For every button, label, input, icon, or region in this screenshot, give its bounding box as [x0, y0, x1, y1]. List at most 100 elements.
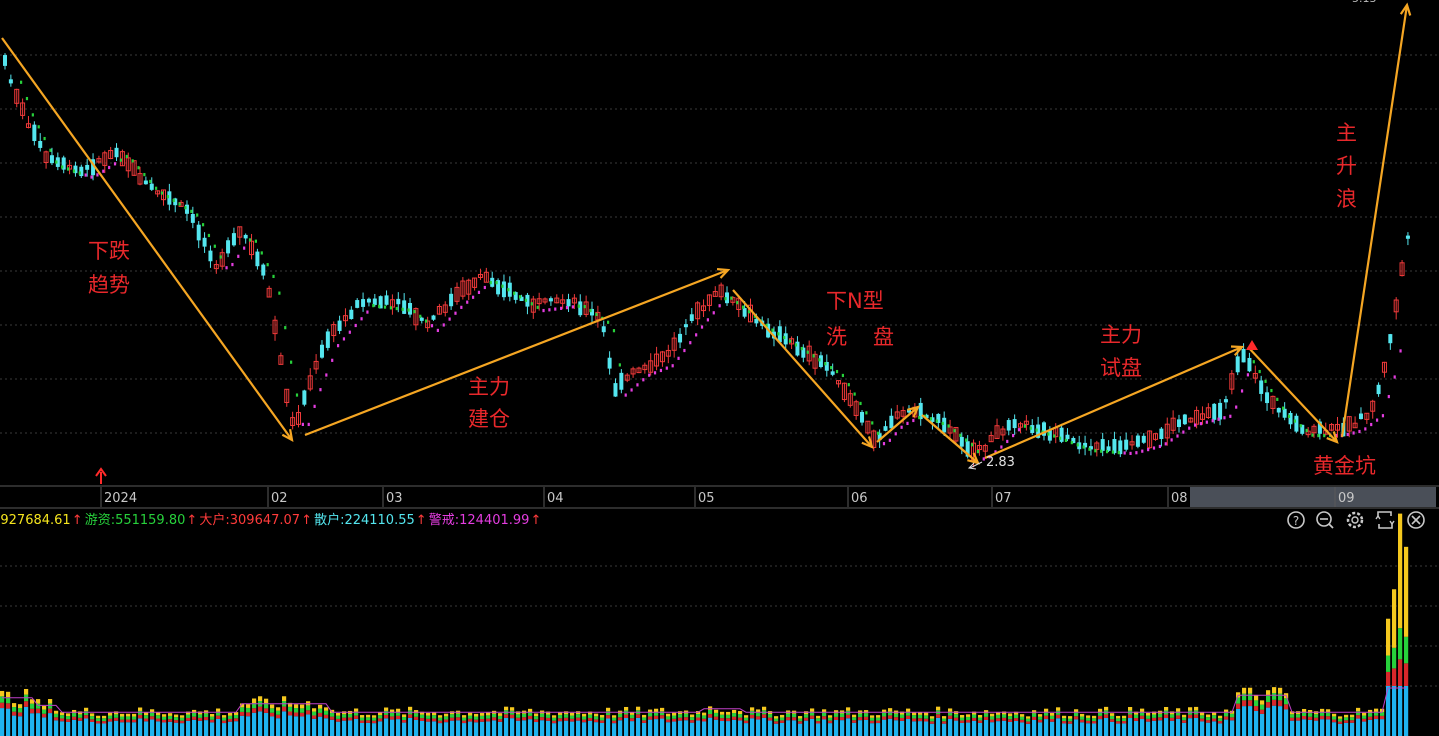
volume-bar [708, 714, 713, 718]
volume-bar [972, 714, 977, 718]
top-price-label: 5.13 [1352, 0, 1377, 5]
zoom-out-icon[interactable] [1316, 511, 1334, 529]
volume-bar [342, 711, 347, 715]
candle [1118, 440, 1123, 455]
volume-bar [276, 718, 281, 736]
candle [889, 415, 894, 429]
volume-bar [504, 717, 509, 736]
volume-bar [804, 711, 809, 715]
candle [125, 157, 131, 172]
volume-bar [606, 707, 611, 712]
volume-bar [48, 699, 53, 704]
candle [425, 320, 431, 329]
candle [131, 160, 137, 176]
volume-bar [942, 716, 947, 719]
candle [1000, 428, 1006, 436]
trend-arrows [1, 2, 1412, 465]
candle [1300, 424, 1305, 434]
trend-dot [1205, 420, 1208, 424]
volume-bar [486, 718, 491, 722]
volume-bar [1080, 716, 1085, 720]
volume-bar [438, 720, 443, 724]
volume-bar [810, 708, 815, 712]
candle [196, 224, 201, 241]
volume-bar [1194, 714, 1199, 718]
settings-icon[interactable] [1346, 511, 1364, 529]
volume-bar [516, 717, 521, 721]
volume-bar [156, 715, 161, 719]
candle [548, 298, 553, 302]
volume-bar [1134, 718, 1139, 721]
refresh-icon[interactable] [1375, 511, 1395, 529]
volume-bar [276, 710, 281, 715]
volume-bar [1194, 706, 1199, 711]
volume-bar [732, 719, 737, 736]
volume-bar [372, 720, 377, 724]
volume-bar [870, 723, 875, 736]
candle [624, 374, 630, 381]
volume-bar [1278, 700, 1283, 707]
volume-bar [570, 718, 575, 722]
trend-dot [648, 373, 651, 377]
volume-bar [1332, 713, 1337, 717]
volume-bar [840, 713, 845, 718]
trend-dot [1317, 434, 1320, 438]
trend-dot [436, 328, 439, 333]
trend-dot [1199, 422, 1203, 426]
volume-bar [354, 715, 359, 719]
volume-bar [234, 721, 239, 736]
candle [472, 277, 478, 288]
candle [108, 149, 114, 160]
volume-bar [336, 715, 341, 719]
volume-bar [462, 715, 467, 718]
volume-bar [1170, 717, 1175, 721]
volume-bar [1098, 712, 1103, 716]
volume-bar [1218, 723, 1223, 736]
legend-item: 散户:224110.55 [314, 512, 415, 528]
volume-bar [420, 714, 425, 719]
candle [384, 295, 389, 305]
volume-bar [888, 715, 893, 719]
volume-bar [1332, 722, 1337, 736]
volume-bar [540, 717, 545, 721]
volume-bar [66, 719, 71, 722]
trend-dot [1164, 442, 1167, 446]
close-icon[interactable] [1407, 511, 1425, 529]
volume-bar [336, 718, 341, 722]
trend-dot [765, 323, 768, 328]
volume-bar [1008, 721, 1013, 736]
volume-bar [972, 717, 977, 721]
candle [689, 314, 694, 321]
volume-bar [468, 721, 473, 736]
volume-bar [1338, 723, 1343, 736]
volume-bar [780, 717, 785, 721]
volume-bar [360, 720, 365, 724]
trend-dot [108, 165, 111, 170]
trend-dot [1076, 443, 1079, 447]
volume-bar [132, 716, 137, 720]
candle [14, 88, 20, 104]
candle [1405, 235, 1410, 239]
trend-dot [184, 206, 187, 210]
candle [272, 319, 278, 335]
volume-bar [666, 713, 671, 717]
volume-bar [1104, 714, 1109, 718]
volume-bar [600, 714, 605, 718]
candle [812, 353, 818, 369]
volume-bar [318, 704, 323, 709]
range-highlight[interactable] [1190, 487, 1436, 507]
volume-bar [732, 716, 737, 720]
candle [847, 393, 853, 406]
volume-bar [1050, 718, 1055, 722]
volume-bar [1158, 720, 1163, 736]
trend-dot [254, 239, 257, 243]
candle [325, 331, 330, 348]
volume-bar [1248, 693, 1253, 701]
candle [378, 296, 383, 309]
help-icon[interactable]: ? [1287, 511, 1305, 529]
volume-bar [846, 710, 851, 715]
volume-bar [1110, 719, 1115, 722]
legend-arrow: ↑ [530, 513, 541, 528]
volume-bar [744, 723, 749, 736]
candle [173, 198, 178, 206]
